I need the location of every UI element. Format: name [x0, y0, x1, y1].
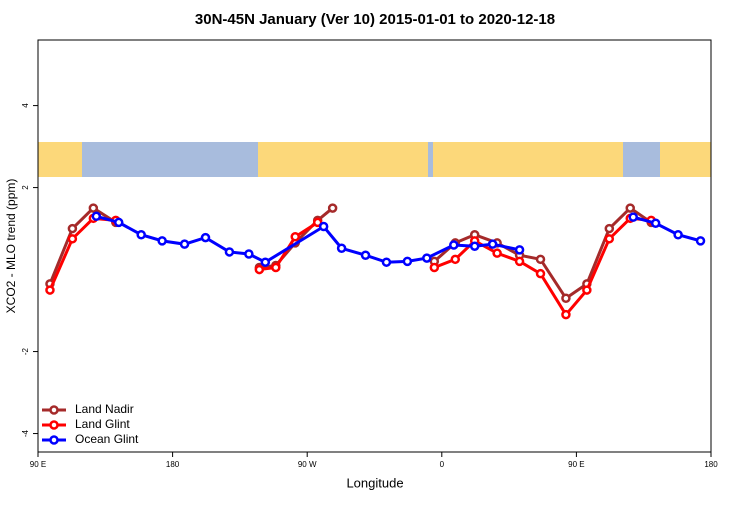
- point: [336, 243, 347, 254]
- point: [469, 241, 480, 251]
- point: [604, 223, 615, 234]
- x-tick-label: 0: [440, 460, 445, 469]
- point: [492, 248, 502, 258]
- point: [449, 240, 459, 250]
- y-tick-label: -2: [21, 347, 30, 355]
- legend-marker: [49, 435, 59, 445]
- y-tick-label: 2: [21, 185, 30, 190]
- point: [136, 229, 146, 240]
- point: [290, 232, 300, 242]
- point: [535, 268, 546, 279]
- point: [695, 236, 706, 246]
- point: [422, 253, 432, 263]
- point: [179, 239, 190, 249]
- point: [650, 218, 661, 228]
- point: [200, 232, 211, 243]
- plot-frame: [37, 39, 712, 453]
- point: [318, 221, 329, 232]
- point: [381, 257, 392, 267]
- point: [429, 262, 440, 273]
- x-tick-label: 90 W: [298, 460, 317, 469]
- x-tick-label: 180: [704, 460, 718, 469]
- point: [628, 212, 638, 222]
- point: [254, 264, 265, 275]
- point: [327, 203, 338, 213]
- x-tick-label: 90 E: [568, 460, 584, 469]
- point: [604, 234, 615, 244]
- point: [88, 203, 99, 213]
- point: [360, 250, 371, 260]
- point: [114, 217, 124, 228]
- point: [561, 293, 571, 304]
- x-axis-label: Longitude: [346, 475, 403, 490]
- x-tick-label: 180: [166, 460, 180, 469]
- legend-label: Ocean Glint: [75, 432, 139, 446]
- point: [91, 211, 102, 222]
- point: [45, 285, 55, 295]
- point: [514, 256, 525, 267]
- point: [260, 257, 271, 267]
- y-tick-label: -4: [21, 429, 30, 437]
- point: [514, 245, 525, 255]
- legend-marker: [49, 420, 59, 430]
- legend-marker: [49, 405, 59, 415]
- y-tick-label: 4: [21, 103, 30, 108]
- map-strip: [38, 142, 711, 177]
- x-tick-label: 90 E: [30, 460, 46, 469]
- point: [157, 236, 167, 246]
- point: [561, 309, 571, 320]
- point: [487, 239, 498, 249]
- point: [224, 247, 235, 257]
- chart-title: 30N-45N January (Ver 10) 2015-01-01 to 2…: [195, 11, 555, 28]
- point: [244, 249, 254, 259]
- point: [535, 254, 546, 265]
- legend-label: Land Nadir: [75, 402, 134, 416]
- legend-label: Land Glint: [75, 417, 130, 431]
- point: [625, 203, 635, 213]
- point: [582, 285, 592, 295]
- point: [450, 254, 461, 265]
- y-axis-label: XCO2 - MLO trend (ppm): [4, 179, 18, 314]
- point: [271, 262, 281, 273]
- point: [312, 217, 323, 228]
- point: [673, 229, 683, 240]
- point: [67, 234, 78, 244]
- point: [67, 223, 78, 234]
- point: [402, 256, 413, 267]
